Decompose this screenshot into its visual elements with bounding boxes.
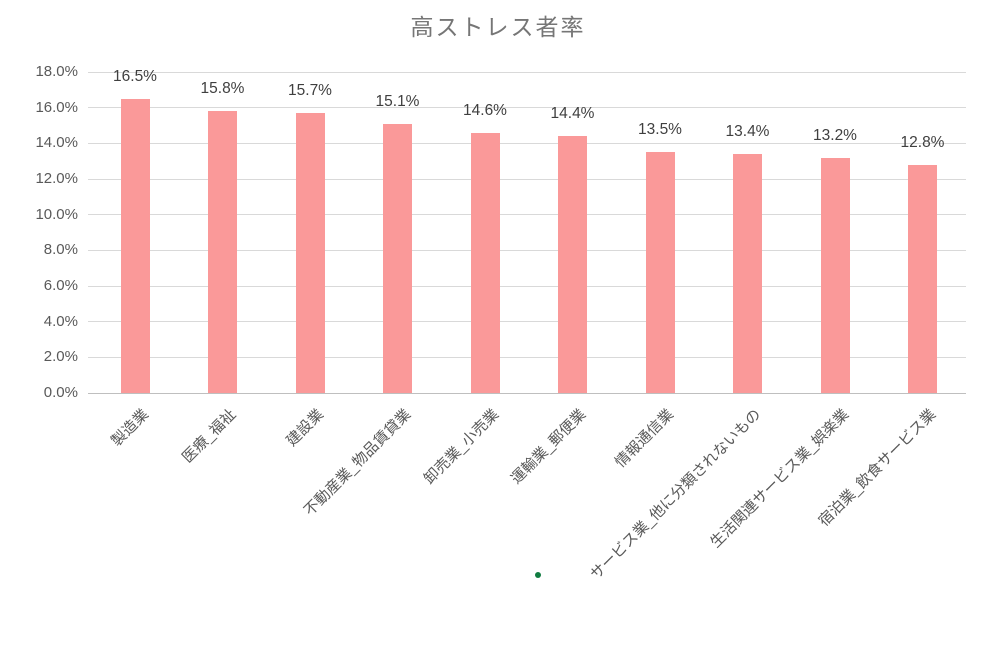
y-axis-tick-label: 18.0% [35,63,78,80]
bar [908,164,937,393]
x-axis-category-label: 医療_福祉 [179,406,240,467]
bar [295,113,325,393]
gridline [88,321,966,323]
x-axis-category-label: サービス業_他に分類されないもの [587,406,765,584]
gridline [88,107,966,109]
bar-data-label: 16.5% [113,67,157,85]
y-axis-tick-label: 6.0% [43,277,78,294]
gridline [88,142,966,144]
y-axis-tick-label: 2.0% [43,348,78,366]
y-axis-tick-label: 0.0% [43,384,78,401]
gridline [88,214,966,216]
gridline [88,178,966,180]
bar [120,98,150,393]
bar [820,157,850,393]
bar-data-label: 14.4% [550,105,595,123]
y-axis-tick-label: 12.0% [35,170,78,187]
gridline [88,285,966,287]
bar-data-label: 13.4% [725,123,770,141]
y-axis-tick-label: 16.0% [35,98,78,116]
bar [470,132,500,393]
bar [208,111,237,393]
x-axis-category-label: 情報通信業 [611,406,678,472]
x-axis-category-label: 建設業 [283,406,328,450]
gridline [88,249,966,251]
x-axis-category-label: 運輸業_郵便業 [507,406,590,488]
x-axis-line [88,392,966,394]
x-axis-category-label: 卸売業_小売業 [420,406,503,488]
bar-data-label: 13.5% [638,121,682,139]
bar-data-label: 15.7% [288,82,332,100]
bar-data-label: 14.6% [463,101,507,119]
bar-data-label: 13.2% [813,126,857,144]
y-axis-tick-label: 10.0% [35,205,78,223]
y-axis-tick-label: 8.0% [43,241,78,259]
bar-data-label: 12.8% [900,133,945,151]
y-axis-tick-label: 14.0% [35,134,78,152]
x-axis-category-label: 生活関連サービス業_娯楽業 [706,406,853,552]
gridline [88,356,966,358]
gridline [88,71,966,73]
x-axis-category-label: 製造業 [108,406,153,450]
chart-title: 高ストレス者率 [410,14,586,40]
stray-dot [535,572,541,578]
y-axis-tick-label: 4.0% [43,312,78,330]
bar [733,154,762,393]
bar-data-label: 15.1% [375,92,420,110]
bar [383,123,412,393]
bar [645,152,675,393]
bar-data-label: 15.8% [200,80,245,98]
bar [558,136,587,393]
